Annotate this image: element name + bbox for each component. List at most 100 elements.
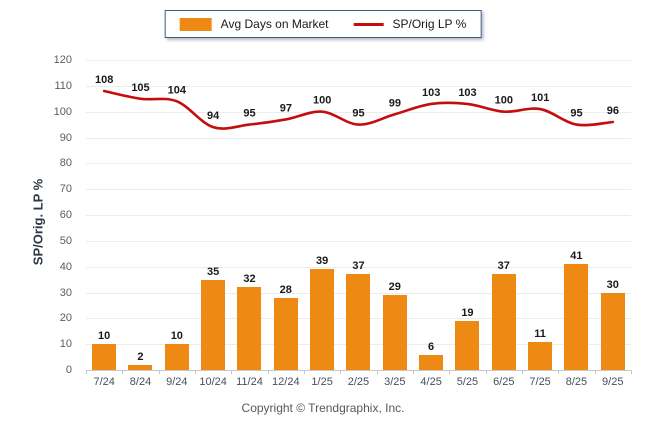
bar-value-label: 37	[352, 260, 365, 273]
bar	[491, 274, 516, 370]
line-value-label: 100	[313, 95, 331, 107]
line-value-label: 95	[352, 108, 364, 120]
bar-slot: 37	[340, 60, 376, 370]
bar	[346, 274, 371, 370]
x-axis-tick	[522, 370, 523, 374]
line-value-label: 105	[131, 82, 149, 94]
x-tick-label: 12/24	[272, 376, 300, 388]
bar-value-label: 10	[170, 330, 183, 343]
bar-slot: 10	[86, 60, 122, 370]
chart-legend: Avg Days on Market SP/Orig LP %	[164, 10, 482, 38]
x-tick-label: 2/25	[347, 376, 370, 388]
bar	[455, 320, 480, 370]
x-axis-tick	[231, 370, 233, 374]
x-tick-label: 9/25	[602, 376, 624, 388]
x-axis-tick	[558, 370, 560, 374]
bar-value-label: 6	[428, 340, 435, 353]
gridline	[86, 85, 631, 87]
bar-value-label: 32	[243, 273, 256, 286]
line-value-label: 100	[495, 95, 513, 107]
bar	[528, 341, 553, 370]
bar-value-label: 19	[461, 306, 474, 319]
bar-slot: 39	[304, 60, 340, 370]
y-tick-label: 20	[59, 312, 72, 325]
bar	[600, 292, 625, 370]
x-axis-tick	[86, 370, 87, 374]
line-value-label: 97	[280, 102, 292, 114]
plot-area: 10 2 10 35 32 28 39 37 29 6 19 37 11 41 30 108 105 104 94…	[86, 60, 632, 374]
x-tick-label: 7/25	[529, 376, 551, 388]
x-tick-label: 9/24	[166, 376, 188, 388]
line-value-label: 94	[207, 110, 220, 122]
bar-slot: 6	[413, 60, 449, 370]
x-axis-line	[86, 370, 631, 371]
gridline	[86, 266, 631, 268]
y-tick-label: 100	[53, 105, 72, 118]
bar-slot: 28	[268, 60, 304, 370]
x-axis-tick	[304, 370, 305, 374]
y-tick-label: 40	[59, 260, 72, 273]
y-tick-label: 90	[59, 131, 72, 144]
y-tick-label: 110	[54, 79, 72, 92]
bar-slot: 32	[231, 60, 267, 370]
x-axis-tick	[340, 370, 342, 374]
bar	[128, 364, 153, 370]
x-tick-label: 4/25	[420, 376, 442, 388]
line-value-label: 101	[531, 92, 549, 104]
x-tick-label: 6/25	[493, 376, 515, 388]
x-axis-tick	[267, 370, 269, 374]
x-axis-tick	[158, 370, 160, 374]
y-tick-label: 70	[59, 183, 72, 196]
bar-series: 10 2 10 35 32 28 39 37 29 6 19 37 11 41 30	[86, 60, 631, 370]
x-axis-labels: 7/24 8/24 9/24 10/24 11/24 12/24 1/25 2/25 3/25 4…	[86, 376, 631, 388]
x-tick-label: 10/24	[199, 376, 227, 388]
gridline	[86, 240, 631, 242]
x-tick-label: 7/24	[93, 376, 115, 388]
bar	[419, 354, 444, 370]
bar-value-label: 29	[388, 281, 401, 294]
bar	[201, 279, 226, 370]
x-axis-tick	[413, 370, 414, 374]
bar-slot: 29	[377, 60, 413, 370]
bar	[92, 344, 117, 370]
bar-slot: 41	[558, 60, 594, 370]
x-axis-tick	[195, 370, 196, 374]
bar	[164, 344, 189, 370]
legend-bar-label: Avg Days on Market	[220, 17, 329, 31]
line-value-label: 103	[458, 87, 476, 99]
bar	[564, 264, 589, 370]
bar	[382, 295, 407, 370]
x-axis-tick	[485, 370, 487, 374]
bar-value-label: 2	[137, 350, 144, 363]
bar-value-label: 41	[570, 250, 583, 263]
gridline	[86, 163, 631, 165]
bar-slot: 19	[449, 60, 485, 370]
bar-slot: 37	[486, 60, 522, 370]
legend-bar-swatch	[179, 17, 212, 31]
y-axis-tick-labels: 0 10 20 30 40 50 60 70 80 90 100 110 120	[0, 54, 78, 376]
line-value-label: 99	[389, 97, 401, 109]
bar-slot: 2	[122, 60, 158, 370]
legend-line-label: SP/Orig LP %	[392, 17, 467, 31]
x-axis-tick	[376, 370, 378, 374]
line-value-label: 95	[570, 108, 582, 120]
x-tick-label: 8/25	[565, 376, 588, 388]
bar-value-label: 39	[316, 255, 329, 268]
x-tick-label: 11/24	[236, 376, 263, 388]
y-tick-label: 30	[59, 286, 72, 299]
gridline	[86, 137, 631, 139]
bar-value-label: 30	[606, 278, 619, 291]
line-value-label: 103	[422, 87, 440, 99]
bar-value-label: 10	[98, 330, 111, 343]
bar-slot: 30	[595, 60, 631, 370]
sp-orig-lp-line	[102, 89, 615, 130]
x-axis-tick	[122, 370, 124, 374]
y-tick-label: 60	[59, 209, 72, 221]
legend-line-swatch	[353, 22, 384, 26]
x-tick-label: 3/25	[384, 376, 406, 388]
bar-slot: 10	[159, 60, 195, 370]
gridline	[86, 60, 631, 61]
bar-slot: 11	[522, 60, 558, 370]
x-tick-label: 8/24	[129, 376, 152, 388]
